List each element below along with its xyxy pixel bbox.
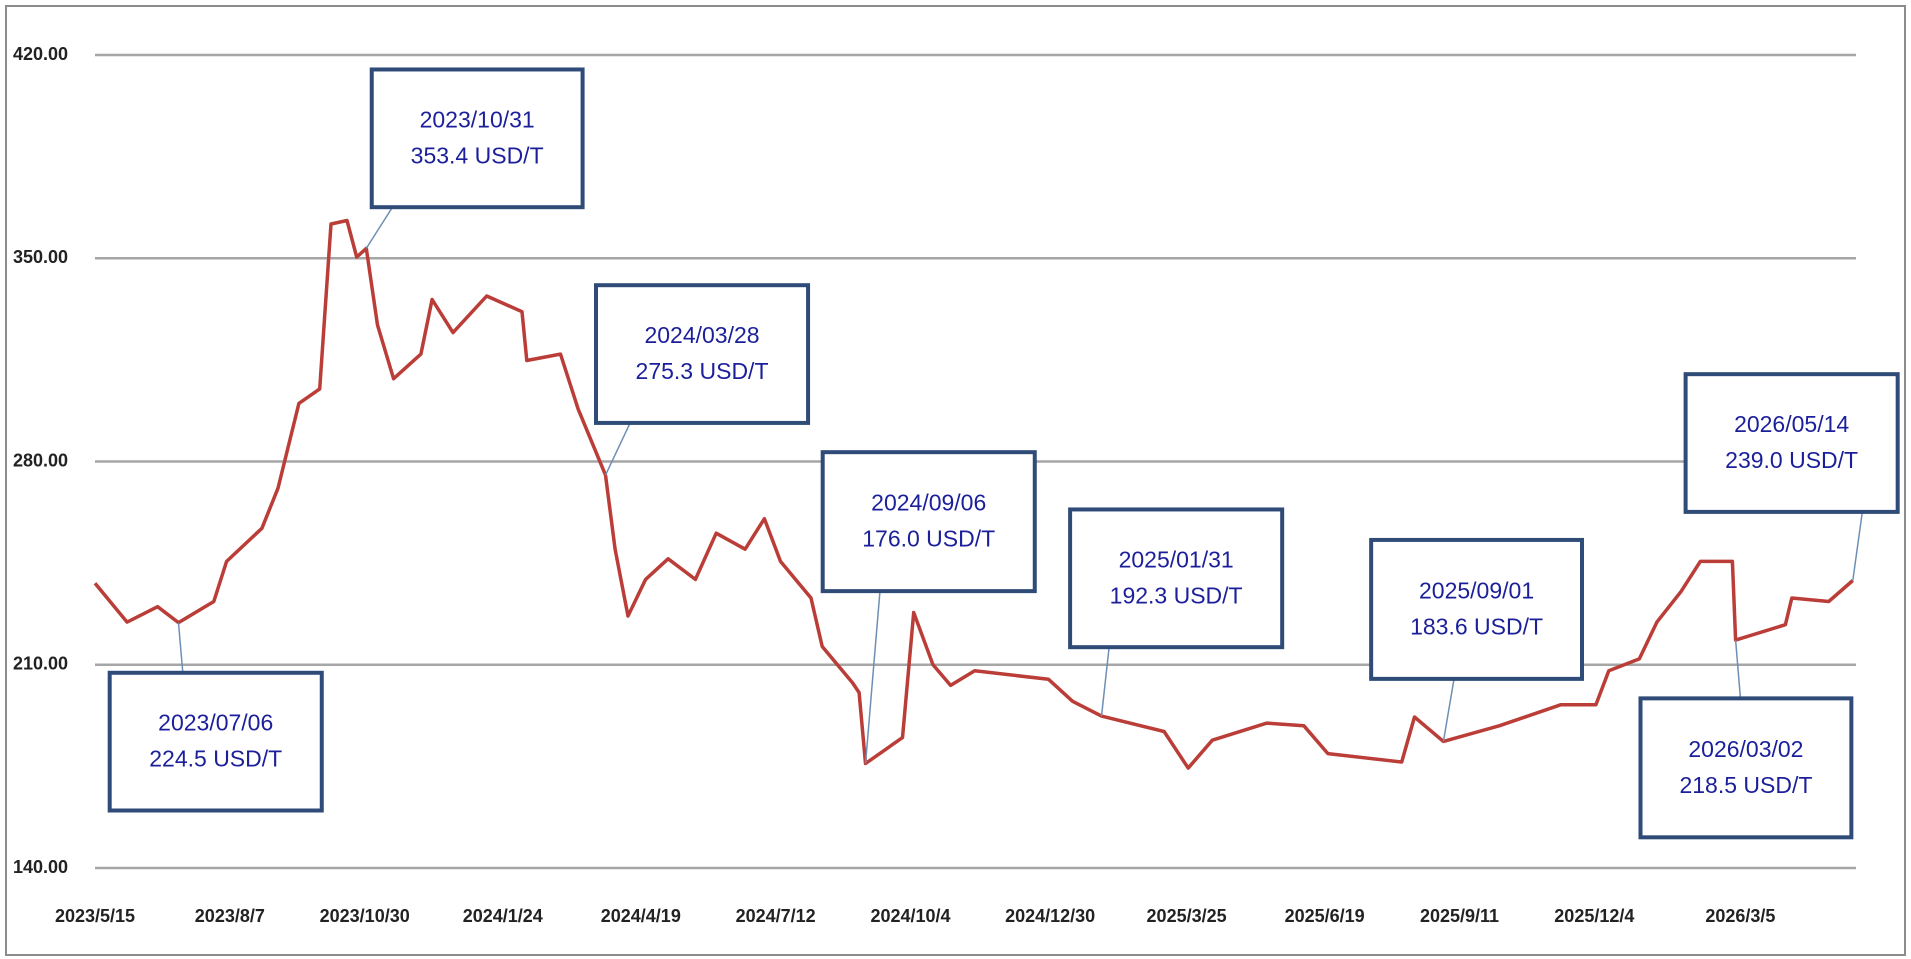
annotation-value: 275.3 USD/T	[636, 358, 769, 384]
x-tick-label: 2024/12/30	[1005, 906, 1095, 926]
annotation-date: 2023/10/31	[420, 106, 535, 132]
annotation-value: 224.5 USD/T	[149, 746, 282, 772]
x-tick-label: 2024/1/24	[463, 906, 543, 926]
annotation-box	[1068, 507, 1285, 650]
x-tick-label: 2025/3/25	[1147, 906, 1227, 926]
leader-line	[1442, 678, 1455, 742]
annotation-value: 183.6 USD/T	[1410, 613, 1543, 639]
annotation-box	[820, 450, 1037, 594]
x-tick-label: 2023/8/7	[195, 906, 265, 926]
annotation-box	[107, 670, 324, 813]
leader-line	[365, 206, 394, 249]
y-tick-label: 210.00	[13, 654, 68, 674]
annotation-box	[1369, 537, 1585, 681]
x-tick-label: 2024/7/12	[736, 906, 816, 926]
annotation-box	[369, 67, 585, 210]
y-tick-label: 140.00	[13, 857, 68, 877]
x-tick-label: 2024/10/4	[870, 906, 950, 926]
x-tick-label: 2025/12/4	[1554, 906, 1634, 926]
y-tick-label: 350.00	[13, 247, 68, 267]
y-tick-label: 420.00	[13, 44, 68, 64]
x-tick-label: 2025/9/11	[1420, 906, 1499, 926]
annotation-value: 353.4 USD/T	[411, 142, 544, 168]
x-tick-label: 2025/6/19	[1285, 906, 1365, 926]
annotation-date: 2025/01/31	[1119, 546, 1234, 572]
leader-line	[1100, 647, 1110, 717]
leader-line	[604, 422, 631, 476]
annotation-date: 2026/03/02	[1688, 736, 1803, 762]
annotation-value: 192.3 USD/T	[1110, 582, 1243, 608]
annotation-box	[1638, 696, 1854, 840]
x-tick-label: 2023/10/30	[320, 906, 410, 926]
x-tick-label: 2026/3/5	[1705, 906, 1775, 926]
annotation-box	[1683, 372, 1900, 514]
annotation-date: 2024/09/06	[871, 490, 986, 516]
annotation-date: 2024/03/28	[644, 322, 759, 348]
annotation-date: 2026/05/14	[1734, 411, 1849, 437]
annotation-value: 176.0 USD/T	[862, 526, 995, 552]
leader-line	[864, 591, 881, 764]
leader-line	[1852, 511, 1864, 581]
annotation-box	[593, 283, 811, 425]
y-tick-label: 280.00	[13, 450, 68, 470]
annotation-date: 2025/09/01	[1419, 577, 1534, 603]
price-line	[93, 218, 1854, 770]
annotation-value: 218.5 USD/T	[1679, 772, 1812, 798]
x-tick-label: 2023/5/15	[55, 906, 135, 926]
x-tick-label: 2024/4/19	[601, 906, 681, 926]
leader-line	[1734, 640, 1742, 699]
annotation-date: 2023/07/06	[158, 710, 273, 736]
leader-line	[177, 622, 184, 673]
annotation-value: 239.0 USD/T	[1725, 447, 1858, 473]
